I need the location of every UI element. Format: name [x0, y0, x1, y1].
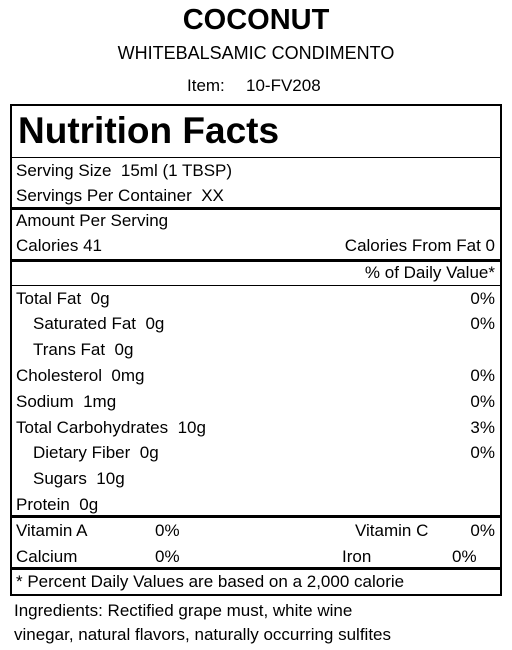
- ingredients: vinegar, natural flavors, naturally occu…: [14, 625, 392, 644]
- rule: [12, 259, 500, 262]
- vitamin-value: 0%: [470, 521, 495, 540]
- product-title: COCONUT: [182, 4, 330, 36]
- ingredients: Ingredients: Rectified grape must, white…: [14, 601, 353, 620]
- vitamin-name: Calcium: [16, 547, 78, 566]
- nutrient-dv: 0%: [470, 289, 495, 308]
- panel-title: Nutrition Facts: [18, 110, 280, 151]
- servings-per-container: Servings Per Container XX: [16, 186, 224, 205]
- rule: [12, 515, 500, 518]
- item-value: 10-FV208: [246, 76, 321, 95]
- nutrient: Sugars 10g: [33, 469, 125, 488]
- daily-value-header: % of Daily Value*: [364, 263, 495, 282]
- nutrient: Cholesterol 0mg: [16, 366, 145, 385]
- nutrient: Sodium 1mg: [16, 392, 117, 411]
- nutrient-dv: 0%: [470, 366, 495, 385]
- label-box: [10, 104, 502, 596]
- nutrient: Saturated Fat 0g: [33, 314, 165, 333]
- vitamin-value: 0%: [155, 521, 180, 540]
- rule: [12, 157, 500, 158]
- item-label: Item:: [187, 76, 225, 95]
- nutrient: Dietary Fiber 0g: [33, 443, 159, 462]
- vitamin-value: 0%: [452, 547, 477, 566]
- vitamin-name: Vitamin C: [355, 521, 429, 540]
- vitamin-name: Vitamin A: [16, 521, 88, 540]
- product-subtitle: WHITEBALSAMIC CONDIMENTO: [117, 43, 395, 63]
- calories: Calories 41: [16, 236, 102, 255]
- amount-per-serving: Amount Per Serving: [16, 211, 169, 230]
- nutrient: Protein 0g: [16, 495, 99, 514]
- nutrient-dv: 3%: [470, 418, 495, 437]
- rule: [12, 285, 500, 286]
- footnote: * Percent Daily Values are based on a 2,…: [16, 572, 405, 591]
- rule: [12, 207, 500, 210]
- nutrient: Trans Fat 0g: [33, 340, 134, 359]
- calories-from-fat: Calories From Fat 0: [344, 236, 495, 255]
- vitamin-name: Iron: [342, 547, 372, 566]
- nutrient-dv: 0%: [470, 443, 495, 462]
- rule: [12, 567, 500, 570]
- nutrient-dv: 0%: [470, 314, 495, 333]
- serving-size: Serving Size 15ml (1 TBSP): [16, 161, 233, 180]
- nutrient: Total Carbohydrates 10g: [16, 418, 206, 437]
- vitamin-value: 0%: [155, 547, 180, 566]
- nutrient: Total Fat 0g: [16, 289, 110, 308]
- nutrient-dv: 0%: [470, 392, 495, 411]
